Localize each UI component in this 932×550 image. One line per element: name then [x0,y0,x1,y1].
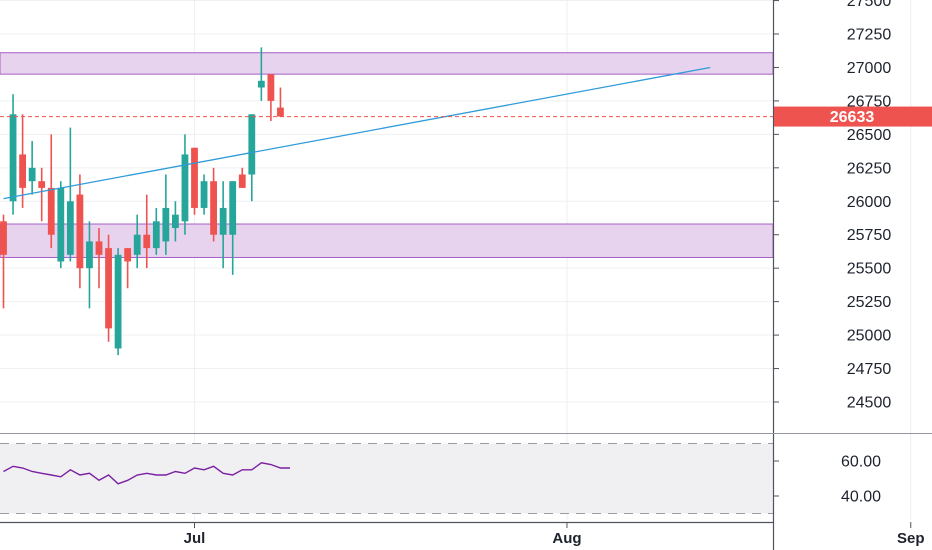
time-tick-label: Jul [184,530,206,547]
last-price-label: 26633 [830,109,875,126]
candle-body [210,181,217,235]
candle-body [86,241,93,269]
candle-body [219,207,227,235]
candle-body [28,167,36,182]
last-price-tag: 26633 [774,106,932,127]
candle-body [200,181,208,208]
trendline-layer[interactable] [3,66,711,200]
candle-body [277,107,284,117]
candles [0,47,284,356]
price-tick-label: 25500 [847,261,892,278]
rsi-tick-label: 40.00 [841,489,881,506]
candle-body [38,181,46,188]
price-tick-label: 25750 [847,227,892,244]
price-tick-label: 24750 [847,361,892,378]
candle-body [267,74,275,101]
rsi-tick-label: 60.00 [841,454,881,471]
price-tick-label: 26500 [847,127,892,144]
candle-body [9,114,17,202]
price-tick-label: 25250 [847,294,892,311]
candle-body [57,187,65,262]
candle-body [66,201,74,255]
time-axis-ticks[interactable]: Jul Aug Sep [184,522,925,547]
rsi-band [0,443,773,514]
candle-body [172,214,179,229]
price-tick-label: 27000 [847,60,892,77]
rsi-pane [0,443,773,514]
candle-body [248,114,256,175]
price-tick-label: 25000 [847,328,892,345]
candle-body [76,194,84,269]
time-tick-label: Aug [552,530,581,547]
candle-body [105,248,112,329]
candle-body [152,221,160,249]
price-tick-label: 27250 [847,27,892,44]
candle-body [95,241,103,255]
candle-body [181,154,189,222]
trendline [3,66,711,200]
candle-body [143,234,151,249]
candle-body [133,234,141,255]
zones [0,52,774,258]
candle-body [162,207,170,242]
candle-body [47,187,55,235]
candle-body [0,221,7,255]
candle-body [238,174,246,188]
candle-body [124,248,132,262]
candle-body [114,254,122,349]
price-tick-label: 26750 [847,93,892,110]
price-tick-label: 24500 [847,395,892,412]
support-resistance-zone [0,223,774,258]
candle-body [19,154,26,188]
candle-body [257,80,265,88]
price-tick-label: 26000 [847,194,892,211]
candle-body [229,181,237,235]
rsi-line [3,462,290,485]
price-axis-ticks[interactable]: 27500 27250 27000 26750 26500 26250 26000 25750… [773,0,891,506]
last-price-tag-bg [774,106,932,127]
candle-body [191,147,198,208]
support-resistance-zone [0,52,774,75]
price-tick-label: 27500 [847,0,892,10]
price-tick-label: 26250 [847,160,892,177]
time-tick-label: Sep [897,530,925,547]
